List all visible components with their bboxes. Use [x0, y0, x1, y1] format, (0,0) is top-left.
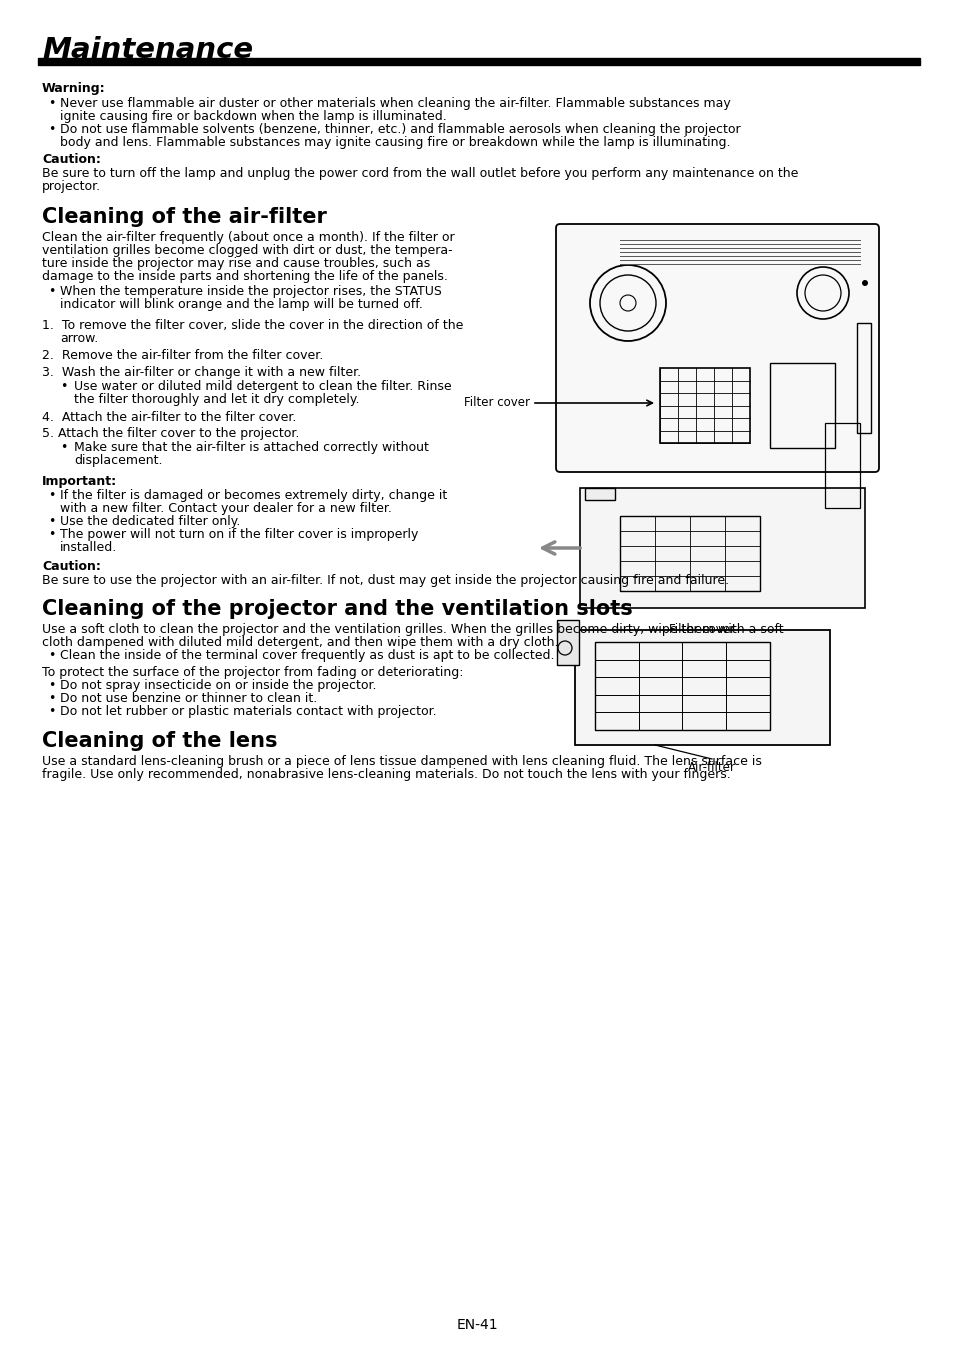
Text: Do not use benzine or thinner to clean it.: Do not use benzine or thinner to clean i… [60, 692, 317, 705]
Text: •: • [48, 528, 55, 540]
Text: Cleaning of the projector and the ventilation slots: Cleaning of the projector and the ventil… [42, 598, 632, 619]
Bar [579, 488, 864, 608]
Text: Filter cover: Filter cover [463, 396, 530, 409]
Text: To protect the surface of the projector from fading or deteriorating:: To protect the surface of the projector … [42, 666, 463, 680]
Text: •: • [60, 440, 68, 454]
Bar [659, 367, 749, 443]
Text: damage to the inside parts and shortening the life of the panels.: damage to the inside parts and shortenin… [42, 270, 447, 282]
Text: Do not spray insecticide on or inside the projector.: Do not spray insecticide on or inside th… [60, 680, 376, 692]
Text: •: • [60, 380, 68, 393]
Text: Air-filter: Air-filter [687, 761, 735, 774]
Text: •: • [48, 489, 55, 503]
Text: body and lens. Flammable substances may ignite causing fire or breakdown while t: body and lens. Flammable substances may … [60, 136, 730, 149]
Text: Clean the inside of the terminal cover frequently as dust is apt to be collected: Clean the inside of the terminal cover f… [60, 648, 554, 662]
Text: ture inside the projector may rise and cause troubles, such as: ture inside the projector may rise and c… [42, 257, 430, 270]
Text: 5. Attach the filter cover to the projector.: 5. Attach the filter cover to the projec… [42, 427, 299, 440]
Text: 4.  Attach the air-filter to the filter cover.: 4. Attach the air-filter to the filter c… [42, 411, 296, 424]
Bar [575, 630, 829, 744]
Text: •: • [48, 515, 55, 528]
Text: projector.: projector. [42, 180, 101, 193]
Bar [619, 516, 760, 590]
Text: •: • [48, 648, 55, 662]
Text: •: • [48, 285, 55, 299]
Text: EN-41: EN-41 [456, 1319, 497, 1332]
Text: Cleaning of the air-filter: Cleaning of the air-filter [42, 207, 327, 227]
Text: Use a standard lens-cleaning brush or a piece of lens tissue dampened with lens : Use a standard lens-cleaning brush or a … [42, 755, 761, 767]
Bar [557, 620, 578, 665]
Text: with a new filter. Contact your dealer for a new filter.: with a new filter. Contact your dealer f… [60, 503, 392, 515]
FancyBboxPatch shape [556, 224, 878, 471]
Text: Be sure to use the projector with an air-filter. If not, dust may get inside the: Be sure to use the projector with an air… [42, 574, 728, 586]
Text: Do not let rubber or plastic materials contact with projector.: Do not let rubber or plastic materials c… [60, 705, 436, 717]
Bar [584, 488, 615, 500]
Text: arrow.: arrow. [60, 332, 98, 345]
Text: Maintenance: Maintenance [42, 36, 253, 63]
Text: Clean the air-filter frequently (about once a month). If the filter or: Clean the air-filter frequently (about o… [42, 231, 455, 245]
Text: When the temperature inside the projector rises, the STATUS: When the temperature inside the projecto… [60, 285, 441, 299]
Text: Use water or diluted mild detergent to clean the filter. Rinse: Use water or diluted mild detergent to c… [74, 380, 451, 393]
Text: The power will not turn on if the filter cover is improperly: The power will not turn on if the filter… [60, 528, 418, 540]
Text: Make sure that the air-filter is attached correctly without: Make sure that the air-filter is attache… [74, 440, 429, 454]
Bar [769, 363, 834, 449]
Text: displacement.: displacement. [74, 454, 162, 467]
Text: Caution:: Caution: [42, 561, 101, 573]
Text: Cleaning of the lens: Cleaning of the lens [42, 731, 277, 751]
Text: Never use flammable air duster or other materials when cleaning the air-filter. : Never use flammable air duster or other … [60, 97, 730, 109]
Bar [824, 423, 859, 508]
Text: •: • [48, 705, 55, 717]
Text: •: • [48, 123, 55, 136]
Bar [856, 323, 870, 434]
Text: fragile. Use only recommended, nonabrasive lens-cleaning materials. Do not touch: fragile. Use only recommended, nonabrasi… [42, 767, 730, 781]
Text: Filter cover: Filter cover [668, 623, 734, 636]
Text: •: • [48, 692, 55, 705]
Text: cloth dampened with diluted mild detergent, and then wipe them with a dry cloth.: cloth dampened with diluted mild deterge… [42, 636, 558, 648]
Bar [595, 642, 769, 730]
Text: ignite causing fire or backdown when the lamp is illuminated.: ignite causing fire or backdown when the… [60, 109, 446, 123]
Circle shape [862, 280, 867, 286]
Text: •: • [48, 97, 55, 109]
Text: Caution:: Caution: [42, 153, 101, 166]
Text: installed.: installed. [60, 540, 117, 554]
Text: 2.  Remove the air-filter from the filter cover.: 2. Remove the air-filter from the filter… [42, 349, 323, 362]
Text: the filter thoroughly and let it dry completely.: the filter thoroughly and let it dry com… [74, 393, 359, 407]
Text: ventilation grilles become clogged with dirt or dust, the tempera-: ventilation grilles become clogged with … [42, 245, 452, 257]
Text: Do not use flammable solvents (benzene, thinner, etc.) and flammable aerosols wh: Do not use flammable solvents (benzene, … [60, 123, 740, 136]
Text: Be sure to turn off the lamp and unplug the power cord from the wall outlet befo: Be sure to turn off the lamp and unplug … [42, 168, 798, 180]
Text: •: • [48, 680, 55, 692]
Text: indicator will blink orange and the lamp will be turned off.: indicator will blink orange and the lamp… [60, 299, 422, 311]
Text: Use a soft cloth to clean the projector and the ventilation grilles. When the gr: Use a soft cloth to clean the projector … [42, 623, 782, 636]
Text: 1.  To remove the filter cover, slide the cover in the direction of the: 1. To remove the filter cover, slide the… [42, 319, 463, 332]
Text: Important:: Important: [42, 476, 117, 488]
Text: Warning:: Warning: [42, 82, 106, 95]
Text: If the filter is damaged or becomes extremely dirty, change it: If the filter is damaged or becomes extr… [60, 489, 447, 503]
Text: Use the dedicated filter only.: Use the dedicated filter only. [60, 515, 240, 528]
Bar [38, 58, 919, 65]
Text: 3.  Wash the air-filter or change it with a new filter.: 3. Wash the air-filter or change it with… [42, 366, 361, 380]
